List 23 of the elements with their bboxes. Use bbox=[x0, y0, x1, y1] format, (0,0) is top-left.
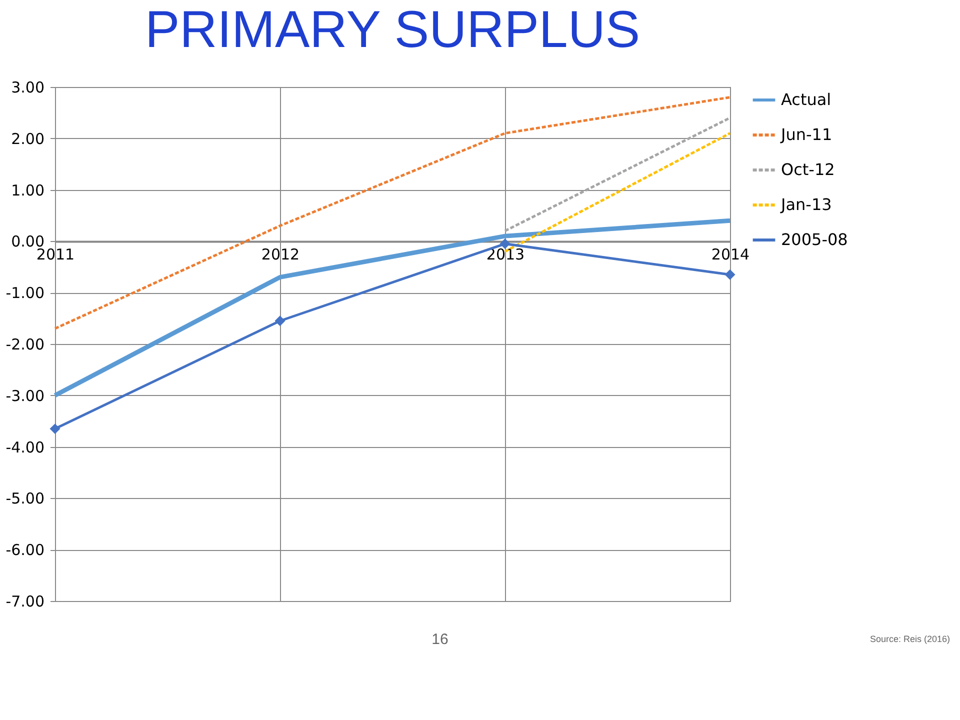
point bbox=[724, 269, 736, 280]
y-tick-label: -2.00 bbox=[6, 336, 44, 354]
y-tick-label: -4.00 bbox=[6, 438, 44, 456]
legend-label: 2005-08 bbox=[781, 230, 848, 249]
x-tick-label: 2014 bbox=[711, 246, 750, 264]
y-tick-label: -6.00 bbox=[6, 541, 44, 560]
y-tick-label: -7.00 bbox=[6, 592, 44, 610]
source-note: Source: Reis (2016) bbox=[870, 634, 950, 644]
x-tick-label: 2012 bbox=[261, 246, 300, 264]
y-tick-label: -1.00 bbox=[6, 284, 44, 302]
legend-label: Oct-12 bbox=[781, 160, 835, 179]
text: 16 bbox=[432, 631, 448, 648]
chart-title: PRIMARY SURPLUS bbox=[144, 1, 640, 59]
legend-label: Jan-13 bbox=[780, 195, 832, 214]
y-tick-label: 1.00 bbox=[11, 181, 44, 200]
point bbox=[274, 316, 286, 326]
y-tick-label: 2.00 bbox=[11, 130, 44, 148]
y-tick-label: -5.00 bbox=[6, 490, 44, 508]
point bbox=[50, 424, 60, 434]
legend-label: Jun-11 bbox=[780, 125, 832, 144]
legend-label: Actual bbox=[781, 90, 832, 109]
y-tick-label: -3.00 bbox=[6, 386, 44, 405]
y-tick-label: 3.00 bbox=[11, 78, 44, 96]
